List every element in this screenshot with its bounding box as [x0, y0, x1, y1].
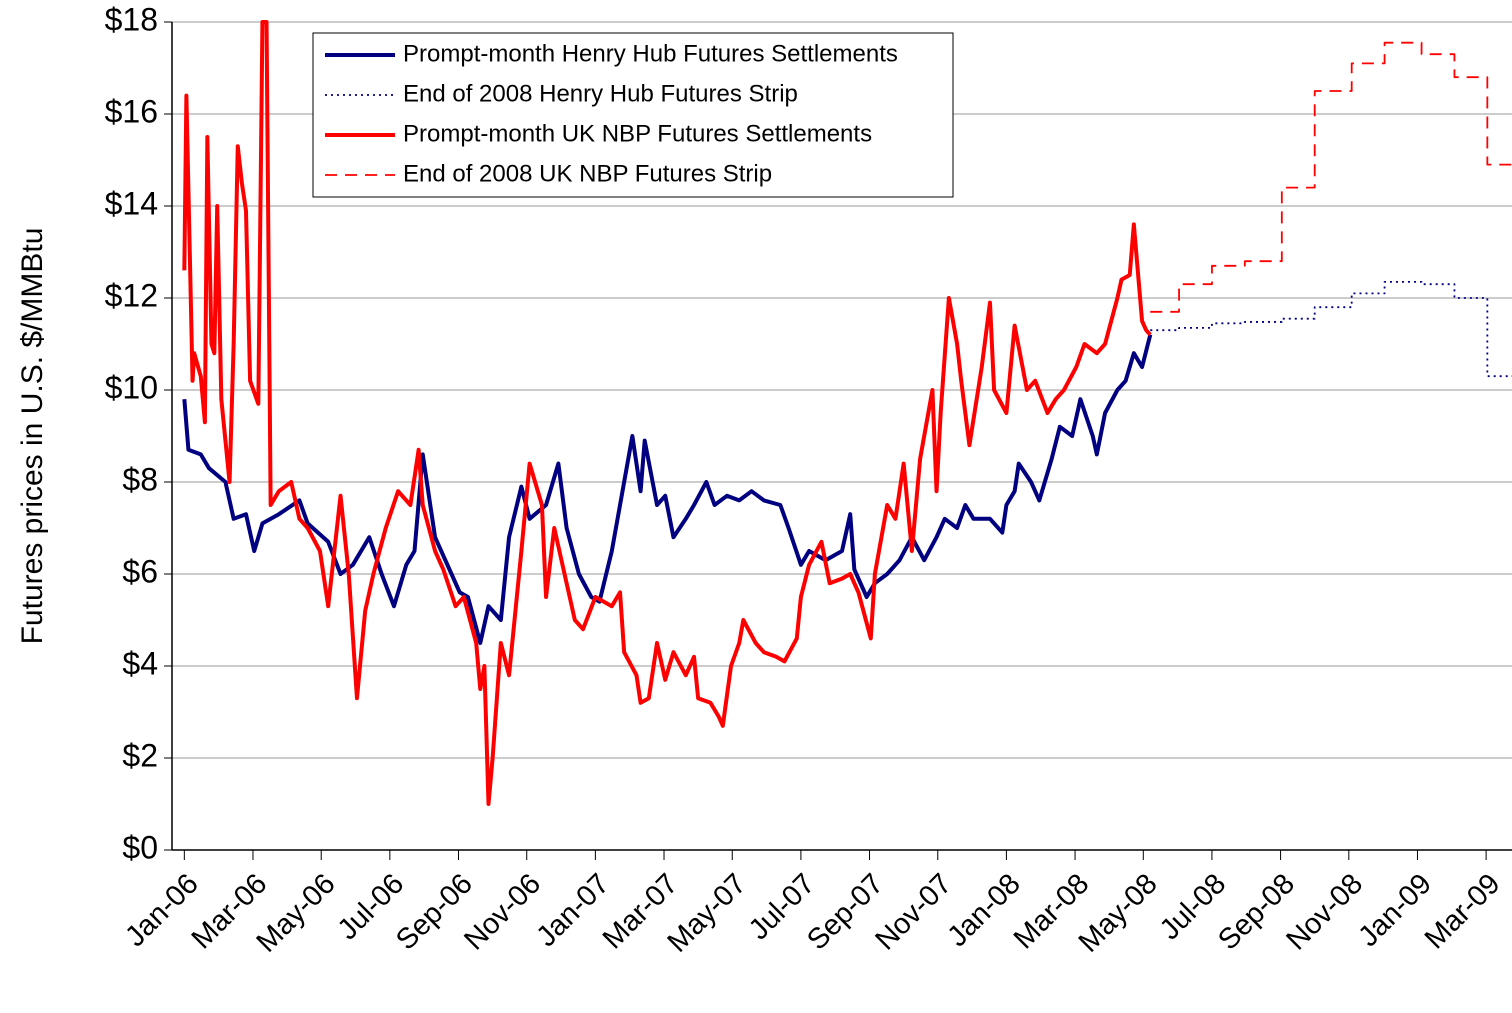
- x-tick-label: Sep-08: [1212, 868, 1301, 957]
- y-tick-label: $12: [105, 277, 158, 313]
- legend-label: Prompt-month UK NBP Futures Settlements: [403, 120, 872, 147]
- x-tick-label: Sep-06: [390, 868, 479, 957]
- y-tick-label: $8: [122, 461, 158, 497]
- y-tick-label: $6: [122, 553, 158, 589]
- y-tick-label: $0: [122, 829, 158, 865]
- y-axis-title: Futures prices in U.S. $/MMBtu: [16, 228, 49, 645]
- y-tick-label: $14: [105, 185, 158, 221]
- y-tick-label: $16: [105, 93, 158, 129]
- legend-label: End of 2008 Henry Hub Futures Strip: [403, 80, 798, 107]
- series-line: [182, 20, 1152, 806]
- x-tick-label: Jan-09: [1352, 868, 1437, 953]
- y-tick-label: $10: [105, 369, 158, 405]
- x-tick-label: Jan-06: [119, 868, 204, 953]
- x-tick-label: Nov-07: [869, 868, 958, 957]
- series-line: [182, 334, 1153, 645]
- x-tick-label: Jan-08: [941, 868, 1026, 953]
- legend-label: Prompt-month Henry Hub Futures Settlemen…: [403, 40, 898, 67]
- series-line: [1150, 281, 1512, 378]
- y-tick-label: $2: [122, 737, 158, 773]
- x-tick-label: Jan-07: [530, 868, 615, 953]
- x-tick-label: Sep-07: [801, 868, 890, 957]
- y-tick-label: $18: [105, 1, 158, 37]
- legend-label: End of 2008 UK NBP Futures Strip: [403, 160, 772, 187]
- x-tick-label: Mar-09: [1419, 868, 1507, 956]
- series-line: [1150, 41, 1512, 313]
- x-tick-label: Nov-08: [1280, 868, 1369, 957]
- x-tick-label: Nov-06: [458, 868, 547, 957]
- legend-box: [312, 32, 954, 198]
- y-tick-label: $4: [122, 645, 158, 681]
